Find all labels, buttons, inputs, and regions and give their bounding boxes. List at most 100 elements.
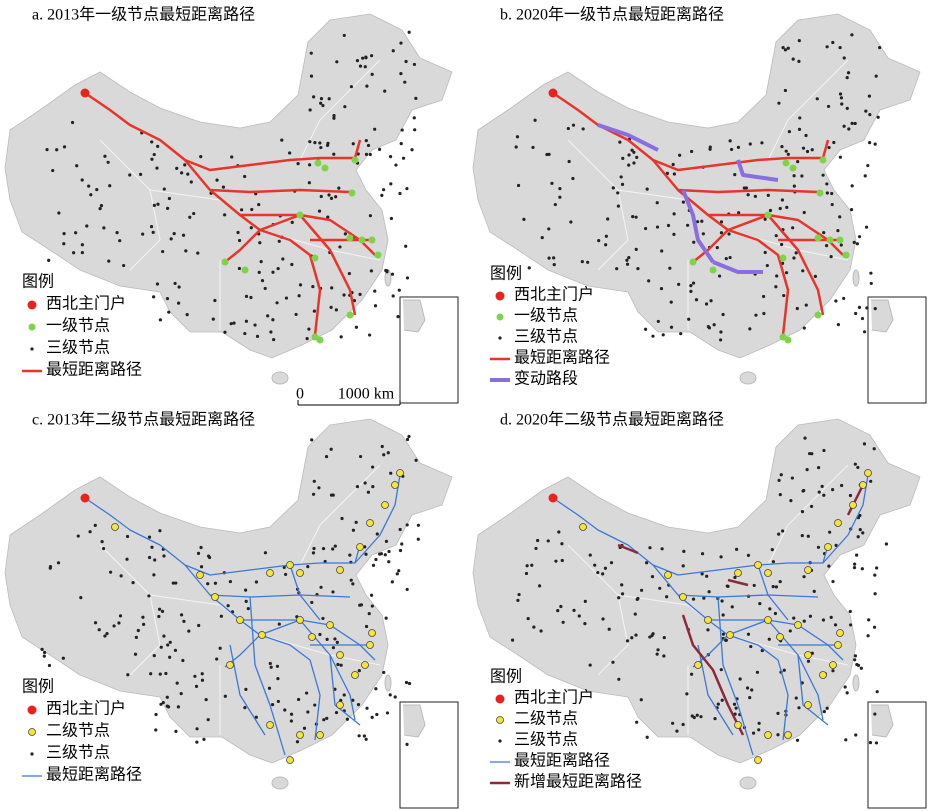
node-marker	[348, 553, 352, 557]
node-marker	[784, 731, 792, 739]
node-marker	[842, 56, 846, 60]
node-marker	[361, 661, 369, 669]
node-marker	[272, 338, 276, 342]
node-marker	[237, 266, 242, 271]
node-marker	[527, 266, 531, 270]
node-marker	[282, 565, 286, 569]
node-marker	[266, 569, 274, 577]
node-marker	[179, 613, 184, 617]
node-marker	[249, 226, 253, 230]
node-marker	[340, 516, 344, 521]
node-marker	[781, 529, 785, 533]
node-marker	[165, 297, 170, 301]
node-marker	[243, 331, 247, 336]
node-marker	[215, 178, 219, 182]
inset-coast	[403, 299, 426, 333]
node-marker	[379, 552, 383, 556]
node-marker	[719, 220, 724, 224]
node-marker	[620, 592, 625, 596]
node-marker	[679, 593, 687, 601]
node-marker	[645, 735, 649, 739]
node-marker	[778, 206, 782, 211]
node-marker	[254, 715, 258, 719]
node-marker	[388, 693, 392, 697]
node-marker	[364, 552, 368, 556]
node-marker	[351, 671, 359, 679]
node-marker	[826, 236, 834, 244]
node-marker	[160, 609, 165, 614]
node-marker	[355, 59, 360, 63]
node-marker	[517, 592, 521, 597]
scale-start: 0	[296, 386, 304, 403]
node-marker	[332, 152, 336, 156]
node-marker	[336, 662, 340, 667]
node-marker	[354, 520, 358, 524]
node-marker	[727, 232, 731, 236]
route	[727, 228, 790, 336]
node-marker	[331, 547, 335, 551]
node-marker	[397, 288, 401, 292]
node-marker	[810, 452, 814, 456]
node-marker	[625, 258, 629, 262]
node-marker	[199, 565, 204, 569]
node-marker	[801, 146, 806, 150]
route	[727, 578, 749, 587]
node-marker	[338, 245, 342, 249]
node-marker	[545, 152, 549, 157]
node-marker	[672, 212, 676, 216]
node-marker	[28, 323, 36, 331]
node-marker	[768, 607, 772, 611]
node-marker	[850, 33, 854, 37]
inset-coast	[871, 704, 894, 738]
node-marker	[746, 632, 751, 636]
node-marker	[354, 325, 359, 329]
node-marker	[834, 519, 842, 527]
node-marker	[781, 46, 785, 50]
node-marker	[30, 347, 34, 351]
node-marker	[244, 319, 249, 323]
route	[846, 484, 865, 516]
node-marker	[536, 538, 540, 543]
node-marker	[370, 715, 374, 719]
node-marker	[391, 49, 395, 53]
node-marker	[177, 301, 181, 305]
legend-item: 变动路段	[514, 370, 578, 388]
node-marker	[621, 156, 625, 161]
node-marker	[767, 637, 771, 641]
route	[259, 213, 376, 256]
node-marker	[524, 571, 529, 576]
node-marker	[358, 292, 362, 296]
node-marker	[240, 208, 244, 212]
node-marker	[639, 588, 644, 592]
node-marker	[244, 588, 248, 592]
node-marker	[791, 226, 795, 230]
node-marker	[804, 651, 812, 659]
node-marker	[152, 573, 156, 577]
node-marker	[855, 242, 859, 246]
route	[249, 596, 286, 756]
node-marker	[611, 186, 615, 190]
node-marker	[627, 153, 631, 157]
node-marker	[157, 614, 161, 619]
node-marker	[620, 182, 625, 186]
node-marker	[821, 173, 825, 177]
node-marker	[581, 127, 585, 131]
node-marker	[174, 729, 178, 734]
node-marker	[254, 580, 259, 584]
node-marker	[838, 215, 842, 219]
node-marker	[403, 80, 407, 84]
node-marker	[872, 625, 877, 629]
node-marker	[864, 109, 868, 113]
node-marker	[838, 45, 842, 50]
node-marker	[117, 621, 121, 625]
node-marker	[802, 619, 806, 623]
node-marker	[226, 604, 230, 608]
node-marker	[331, 590, 335, 594]
node-marker	[625, 262, 630, 266]
node-marker	[690, 149, 694, 154]
route	[681, 614, 745, 736]
node-marker	[774, 234, 778, 238]
node-marker	[241, 266, 249, 274]
node-marker	[404, 59, 408, 64]
node-marker	[152, 203, 156, 207]
